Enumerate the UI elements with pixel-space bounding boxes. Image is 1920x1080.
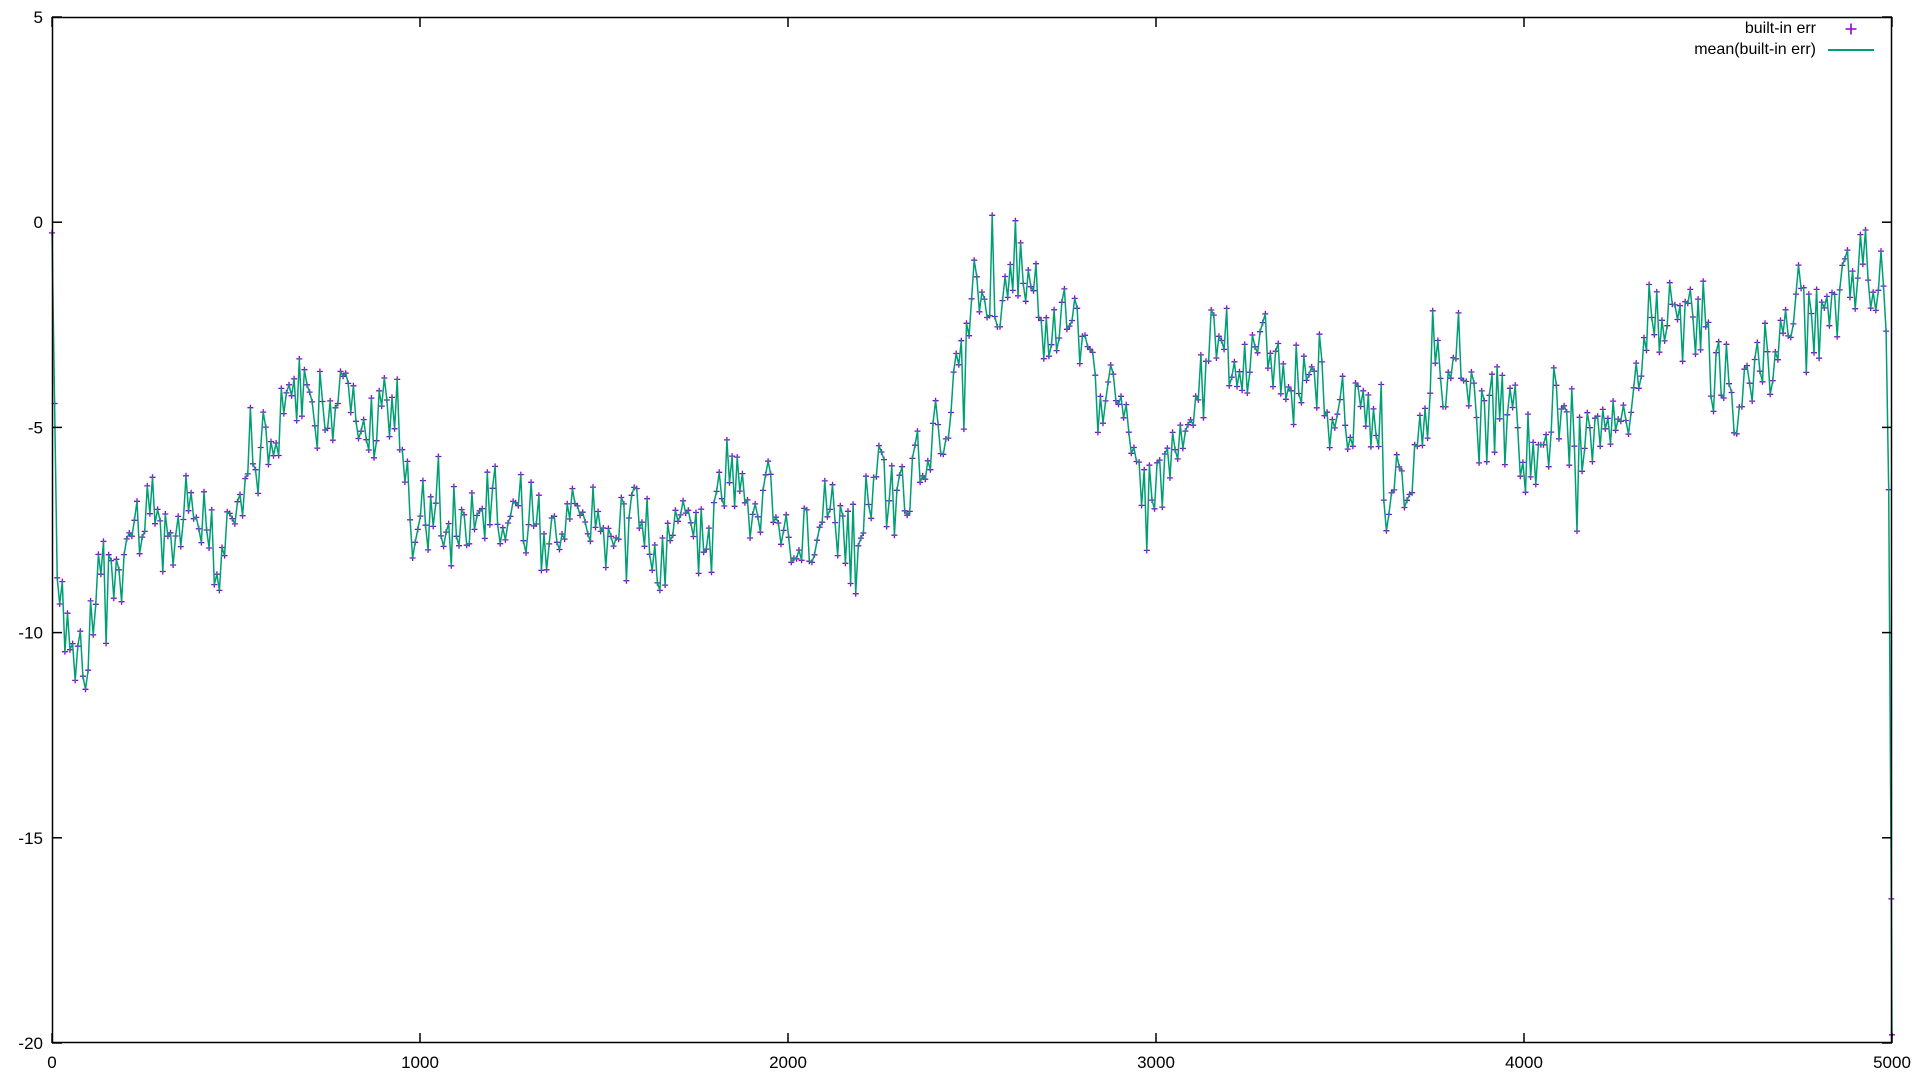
- x-tick-label: 1000: [401, 1053, 439, 1072]
- y-tick-label: -15: [18, 829, 43, 848]
- y-tick-label: 5: [34, 8, 43, 27]
- x-tick-label: 4000: [1505, 1053, 1543, 1072]
- y-tick-label: -5: [28, 418, 43, 437]
- y-tick-label: 0: [34, 213, 43, 232]
- legend: built-in err mean(built-in err): [1694, 19, 1880, 60]
- plot-border: [51, 16, 1893, 1044]
- series-line-mean: [51, 214, 1893, 1035]
- x-tick-label: 2000: [769, 1053, 807, 1072]
- plus-marker-icon: [1822, 19, 1880, 39]
- x-tick-label: 3000: [1137, 1053, 1175, 1072]
- x-tick-label: 0: [47, 1053, 56, 1072]
- legend-item-line: mean(built-in err): [1694, 40, 1880, 60]
- line-sample-icon: [1822, 40, 1880, 60]
- legend-label-line: mean(built-in err): [1694, 41, 1816, 58]
- x-tick-label: 5000: [1873, 1053, 1911, 1072]
- legend-label-points: built-in err: [1744, 20, 1816, 37]
- series-points-built-in-err: [49, 212, 1895, 1038]
- y-tick-label: -10: [18, 624, 43, 643]
- legend-item-points: built-in err: [1694, 19, 1880, 39]
- y-tick-label: -20: [18, 1034, 43, 1053]
